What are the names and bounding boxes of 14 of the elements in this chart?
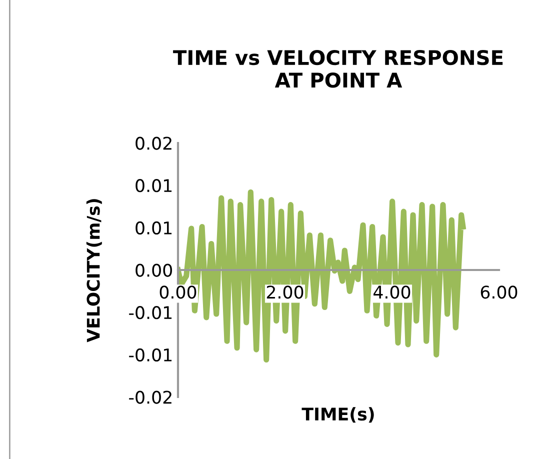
x-tick-label: 6.00 — [480, 286, 518, 299]
y-tick-label: -0.01 — [129, 348, 172, 362]
x-tick-label: 4.00 — [374, 286, 410, 299]
y-tick-label: 0.01 — [136, 179, 172, 192]
y-tick-label: 0.00 — [136, 264, 172, 277]
y-tick-label: 0.02 — [136, 136, 172, 150]
x-tick-label: 0.00 — [160, 286, 196, 299]
chart-title: TIME vs VELOCITY RESPONSE AT POINT A — [173, 50, 503, 88]
x-axis-title: TIME(s) — [302, 407, 374, 423]
x-tick-label: 2.00 — [266, 286, 304, 299]
y-tick-label: 0.01 — [136, 221, 172, 235]
y-tick-label: -0.02 — [129, 390, 172, 404]
y-tick-label: -0.01 — [129, 306, 172, 320]
y-axis-title: VELOCITY(m/s) — [86, 199, 102, 342]
